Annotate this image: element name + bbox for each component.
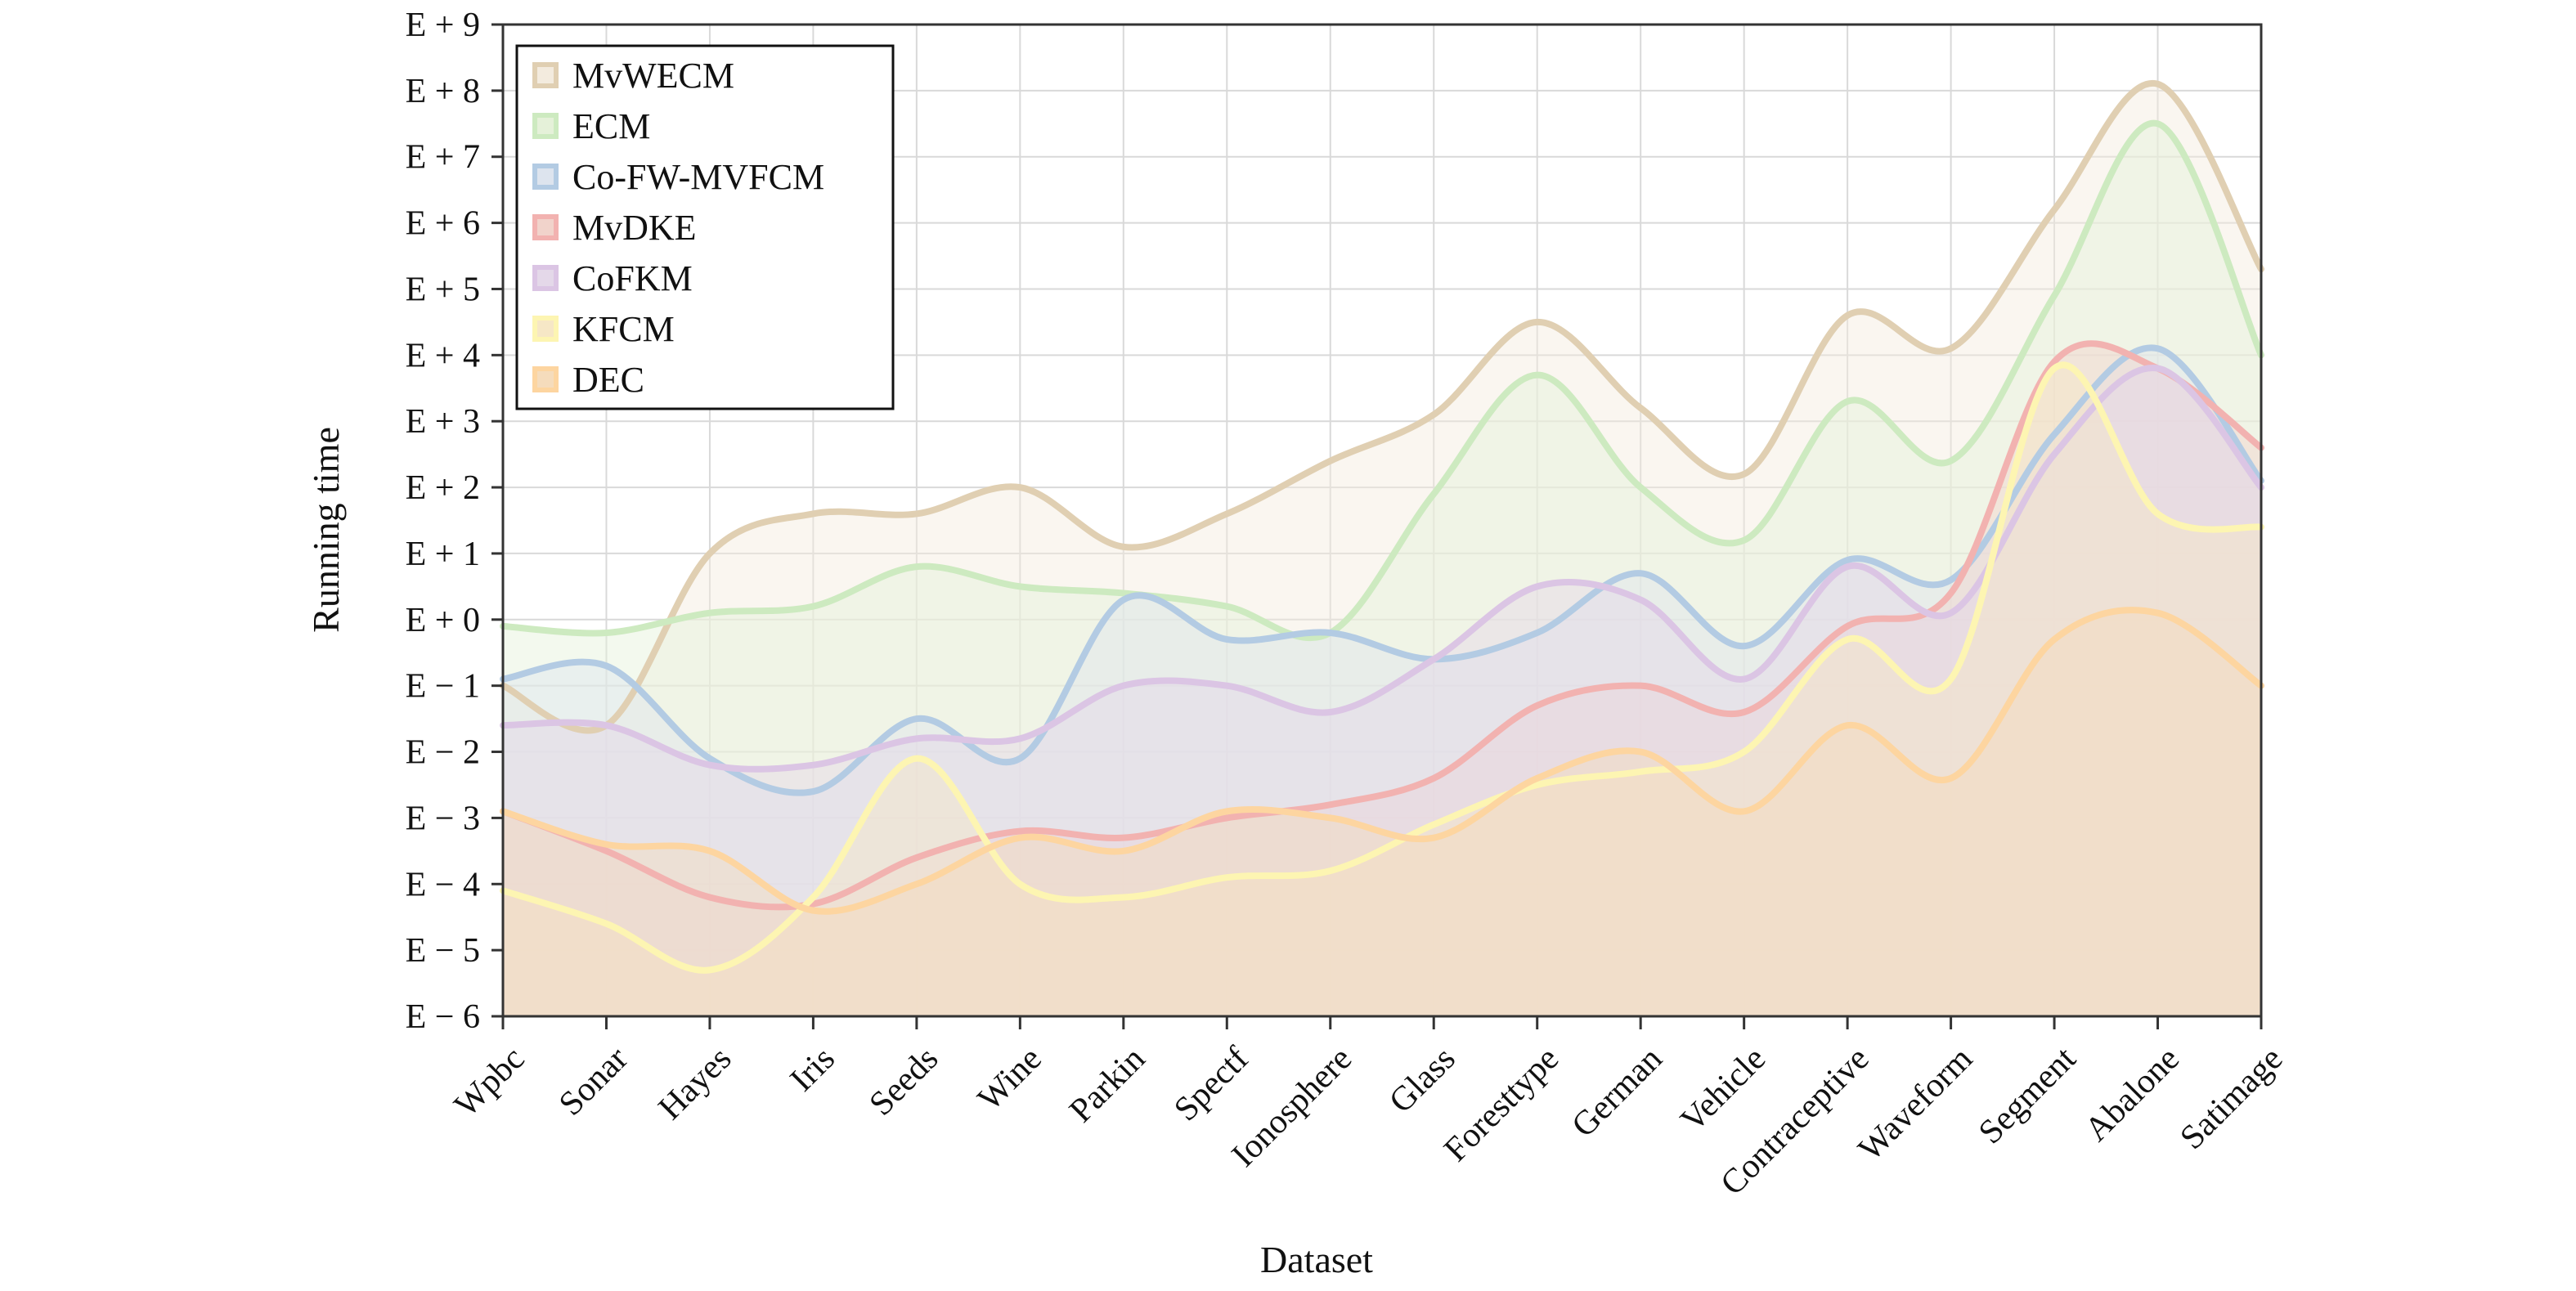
series-line-6 [500,607,2264,915]
y-tick-label-13: E + 7 [406,139,480,177]
legend-label-6: DEC [572,360,644,400]
legend-label-2: Co-FW-MVFCM [572,157,824,197]
legend-label-0: MvWECM [572,56,734,96]
x-axis-title: Dataset [1260,1239,1373,1280]
plot-frame [501,23,2263,1018]
axes [491,23,2263,1029]
y-tick-label-4: E − 2 [406,734,480,772]
legend-box [515,44,895,410]
y-tick-label-12: E + 6 [406,205,480,243]
series-line-3 [500,340,2264,911]
legend-label-1: ECM [572,106,650,146]
legend-swatch-4 [532,265,559,291]
legend-swatch-3 [532,214,559,240]
legend-swatch-5 [532,316,559,342]
y-tick-label-6: E + 0 [406,602,480,639]
series-line-1 [500,119,2264,641]
legend-label-5: KFCM [572,309,675,349]
legend-swatch-6 [532,366,559,392]
series-area-6 [503,610,2261,1016]
series-line-2 [500,344,2264,796]
series-area-0 [503,83,2261,1017]
y-tick-label-2: E − 4 [406,866,480,903]
y-tick-label-5: E − 1 [406,668,480,706]
series-line-5 [500,361,2264,974]
series-area-5 [503,365,2261,1016]
y-tick-label-8: E + 2 [406,469,480,507]
y-tick-label-1: E − 5 [406,932,480,970]
series-area-3 [503,343,2261,1016]
grid-lines [502,24,2262,1017]
y-axis-title: Running time [305,427,347,633]
y-tick-label-14: E + 8 [406,73,480,110]
legend-swatch-2 [532,164,559,190]
legend-label-3: MvDKE [572,208,697,248]
series-line-0 [500,79,2264,734]
legend: MvWECM ECM Co-FW-MVFCM MvDKE CoFKM KFCM DEC [515,44,895,410]
legend-label-4: CoFKM [572,258,693,298]
y-tick-label-9: E + 3 [406,403,480,441]
y-tick-label-15: E + 9 [406,7,480,44]
y-tick-label-10: E + 4 [406,337,480,374]
y-tick-labels: E − 6 E − 5 E − 4 E − 3 E − 2 E − 1 E + 0 E + 1… [406,7,480,1036]
series-lines [500,79,2264,974]
legend-swatch-1 [532,113,559,139]
y-tick-label-7: E + 1 [406,536,480,573]
series-area-1 [503,123,2261,1017]
legend-swatch-0 [532,62,559,88]
series-line-4 [500,365,2264,773]
y-tick-label-3: E − 3 [406,800,480,837]
y-tick-label-0: E − 6 [406,998,480,1036]
y-tick-label-11: E + 5 [406,271,480,308]
